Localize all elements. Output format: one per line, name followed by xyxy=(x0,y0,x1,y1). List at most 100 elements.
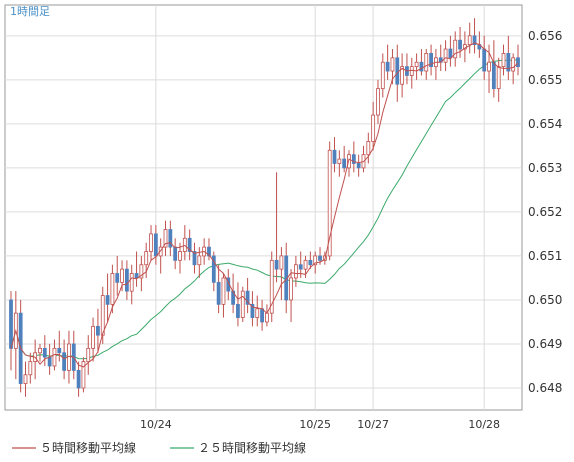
candle-body xyxy=(236,303,240,318)
candle-body xyxy=(207,246,211,257)
candle-body xyxy=(38,347,42,354)
timeframe-label: 1時間足 xyxy=(10,5,50,18)
y-tick-label: 0.652 xyxy=(528,205,562,219)
candle-body xyxy=(448,48,453,59)
ma5-line xyxy=(10,42,519,368)
candle-body xyxy=(467,35,472,46)
candle-body xyxy=(163,229,168,248)
candle-body xyxy=(62,352,67,371)
candle-body xyxy=(255,308,260,318)
candle-body xyxy=(105,295,110,305)
candle-body xyxy=(487,61,491,72)
candle-body xyxy=(52,347,57,367)
candle-body xyxy=(173,246,178,261)
legend-label-ma25: ２５時間移動平均線 xyxy=(198,440,306,455)
candle-body xyxy=(351,154,356,164)
candle-body xyxy=(81,361,86,389)
candle-body xyxy=(429,53,433,68)
candle-body xyxy=(366,141,371,156)
candle-body xyxy=(409,66,414,76)
candle-body xyxy=(482,48,487,72)
candle-body xyxy=(168,229,173,248)
candle-body xyxy=(390,57,395,72)
candle-body xyxy=(506,53,511,72)
candle-body xyxy=(313,255,318,266)
candle-body xyxy=(274,259,279,270)
candle-body xyxy=(211,255,216,283)
candle-body xyxy=(153,233,158,257)
candle-body xyxy=(23,374,28,384)
candle-body xyxy=(376,88,380,116)
candle-body xyxy=(293,264,298,279)
x-tick-label: 10/27 xyxy=(357,418,389,431)
y-tick-label: 0.655 xyxy=(528,73,562,87)
candle-body xyxy=(158,246,163,257)
candle-body xyxy=(269,259,274,314)
candle-body xyxy=(385,61,390,72)
x-tick-label: 10/25 xyxy=(299,418,331,431)
y-tick-label: 0.654 xyxy=(528,117,562,131)
candle-body xyxy=(516,57,520,68)
candle-body xyxy=(380,61,385,90)
candle-body xyxy=(129,273,134,292)
candle-body xyxy=(216,281,221,305)
candle-body xyxy=(496,66,501,90)
candle-body xyxy=(279,255,284,270)
candle-body xyxy=(472,35,477,46)
candle-body xyxy=(419,61,424,72)
candle-body xyxy=(511,57,516,72)
y-tick-label: 0.648 xyxy=(528,381,562,395)
candle-body xyxy=(187,237,192,252)
candle-body xyxy=(327,149,332,257)
candle-body xyxy=(57,347,62,354)
candle-body xyxy=(192,251,197,266)
candle-body xyxy=(86,347,91,362)
candle-body xyxy=(9,299,13,349)
candle-body xyxy=(332,149,337,164)
candle-body xyxy=(245,290,250,305)
candle-body xyxy=(124,268,129,292)
candle-body xyxy=(250,303,255,318)
candle-body xyxy=(308,259,313,266)
candle-body xyxy=(240,290,245,318)
plot-area xyxy=(4,4,523,411)
candle-body xyxy=(221,277,226,305)
candle-body xyxy=(501,53,506,68)
candle-body xyxy=(298,264,303,270)
candle-body xyxy=(149,233,153,252)
candle-body xyxy=(395,57,400,85)
candle-body xyxy=(28,361,33,376)
y-tick-label: 0.653 xyxy=(528,161,562,175)
candle-body xyxy=(371,114,376,142)
candle-body xyxy=(120,268,124,283)
candle-body xyxy=(337,158,342,164)
y-tick-label: 0.650 xyxy=(528,293,562,307)
candle-body xyxy=(318,255,322,261)
candle-body xyxy=(424,53,429,72)
candle-body xyxy=(453,39,458,59)
candle-body xyxy=(342,158,347,169)
y-tick-label: 0.649 xyxy=(528,337,562,351)
legend-label-ma5: ５時間移動平均線 xyxy=(40,440,136,455)
x-tick-label: 10/28 xyxy=(468,418,500,431)
candle-body xyxy=(115,273,120,283)
y-tick-label: 0.656 xyxy=(528,29,562,43)
candle-body xyxy=(347,154,351,169)
candle-body xyxy=(47,356,52,367)
candle-body xyxy=(414,61,419,68)
candle-body xyxy=(178,251,182,261)
candle-body xyxy=(491,61,496,90)
candle-body xyxy=(91,325,95,349)
candle-body xyxy=(303,259,308,270)
candle-body xyxy=(443,48,448,63)
candle-body xyxy=(134,273,139,279)
candle-body xyxy=(400,66,405,85)
candle-body xyxy=(265,312,269,323)
candle-body xyxy=(96,325,100,336)
candle-body xyxy=(197,255,202,266)
y-tick-label: 0.651 xyxy=(528,249,562,263)
candle-body xyxy=(100,295,105,336)
x-tick-label: 10/24 xyxy=(140,418,172,431)
